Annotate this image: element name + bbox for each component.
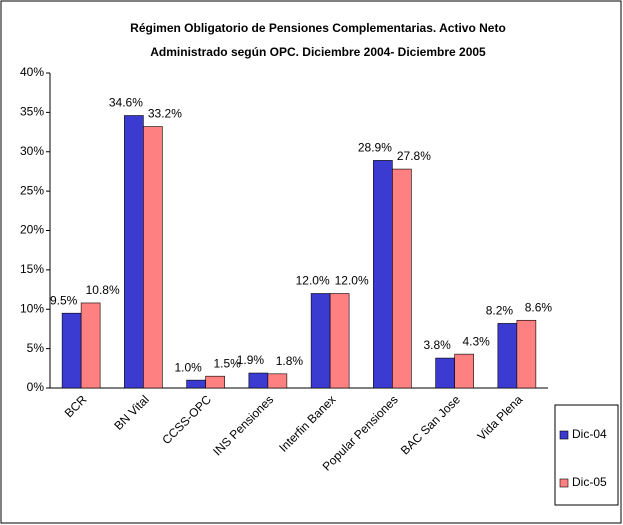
data-label: 8.6% [525,300,553,314]
bar [497,323,518,389]
data-label: 12.0% [335,274,369,288]
data-label: 33.2% [148,107,182,121]
data-label: 4.3% [462,334,490,348]
data-label: 8.2% [486,304,514,318]
legend-swatch [559,430,569,440]
bar [248,372,269,389]
data-label: 1.9% [237,353,265,367]
y-tick-label: 40% [20,65,44,79]
bar [310,293,331,389]
bar [454,353,474,389]
chart-title: Régimen Obligatorio de Pensiones Complem… [130,21,506,35]
y-tick-label: 35% [20,105,44,119]
y-tick-label: 15% [20,262,44,276]
data-label: 3.8% [423,338,451,352]
legend-swatch [559,478,569,488]
bar [392,168,412,389]
y-tick-label: 30% [20,144,44,158]
data-label: 1.5% [213,356,241,370]
data-label: 34.6% [109,96,143,110]
bar [61,312,82,389]
data-label: 1.0% [174,360,202,374]
data-label: 10.8% [86,283,120,297]
bar [143,126,163,389]
bar [373,160,393,389]
y-tick-label: 20% [20,223,44,237]
y-tick-label: 25% [20,183,44,197]
y-tick-label: 0% [27,380,45,394]
data-label: 27.8% [397,149,431,163]
legend-box [554,404,619,506]
bar [516,319,537,389]
bar [329,293,350,389]
data-label: 9.5% [50,293,78,307]
data-label: 12.0% [296,274,330,288]
bar [80,302,101,389]
bar [435,357,455,389]
bar [205,375,225,389]
legend-label: Dic-04 [572,427,607,441]
bar [186,379,206,389]
y-tick-label: 5% [27,341,45,355]
chart-subtitle: Administrado según OPC. Diciembre 2004- … [150,45,486,59]
data-label: 1.8% [276,354,304,368]
legend-label: Dic-05 [572,475,607,489]
y-tick-label: 10% [20,301,44,315]
bar [267,373,288,389]
bar [124,115,144,389]
data-label: 28.9% [358,141,392,155]
